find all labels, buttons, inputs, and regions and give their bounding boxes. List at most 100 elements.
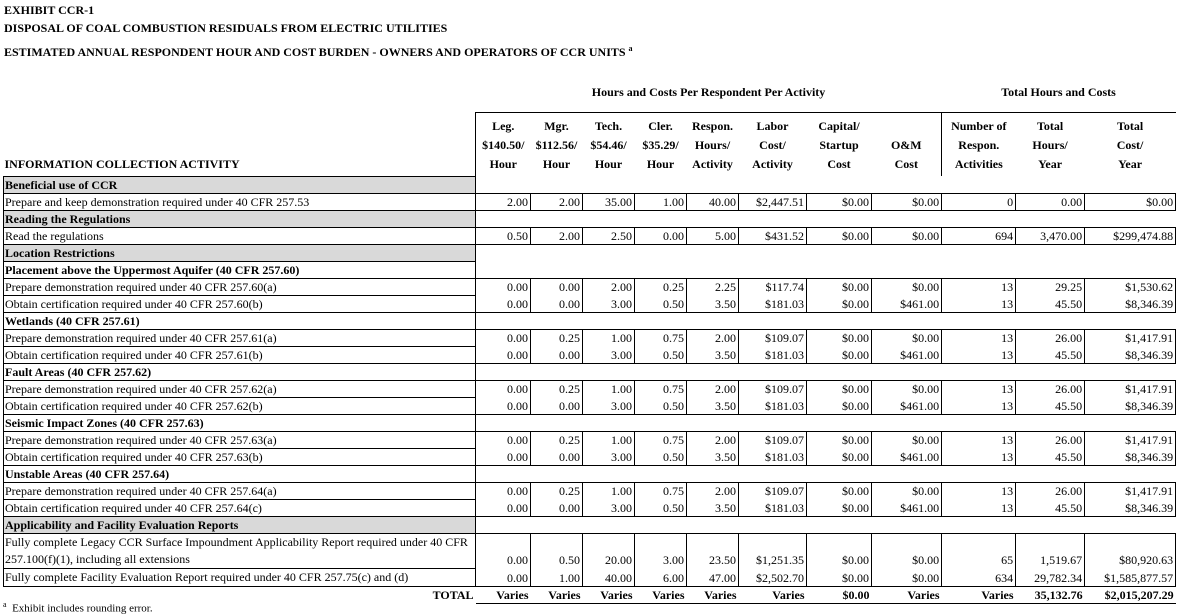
value-cell: 26.00 xyxy=(1015,379,1086,397)
empty-cell xyxy=(476,244,531,261)
empty-cell xyxy=(942,261,1016,278)
value-cell: 2.00 xyxy=(686,481,739,499)
empty-cell xyxy=(807,176,872,193)
group-header: Total Hours and Costs xyxy=(1001,84,1116,99)
empty-cell xyxy=(739,465,807,482)
empty-cell xyxy=(531,363,583,380)
value-cell: 40.00 xyxy=(686,192,739,211)
value-cell: $109.07 xyxy=(738,328,807,346)
value-cell: $109.07 xyxy=(738,379,807,397)
value-cell: 3.00 xyxy=(582,448,635,466)
value-cell: $8,346.39 xyxy=(1084,397,1177,415)
value-cell: $181.03 xyxy=(738,346,807,364)
empty-cell xyxy=(687,465,739,482)
column-header-line: $35.29/ xyxy=(642,138,679,152)
section-title: Location Restrictions xyxy=(3,243,476,262)
value-cell: $0.00 xyxy=(806,448,872,466)
empty-cell xyxy=(687,210,739,227)
column-header-line: Hours/ xyxy=(694,138,731,152)
total-value: Varies xyxy=(530,586,583,604)
value-cell: 3.00 xyxy=(582,295,635,313)
empty-cell xyxy=(807,312,872,329)
subsection-row: Unstable Areas (40 CFR 257.64) xyxy=(3,464,1176,483)
value-cell: $80,920.63 xyxy=(1084,532,1177,568)
value-cell: $8,346.39 xyxy=(1084,295,1177,313)
empty-cell xyxy=(583,176,635,193)
value-cell: 0.00 xyxy=(475,568,531,587)
empty-cell xyxy=(687,312,739,329)
empty-cell xyxy=(476,414,531,431)
empty-cell xyxy=(1016,414,1085,431)
value-cell: $0.00 xyxy=(870,379,943,397)
column-header-line: Hour xyxy=(594,157,623,171)
activity-label: Prepare and keep demonstration required … xyxy=(3,192,476,211)
value-cell: 13 xyxy=(941,481,1017,499)
spacer xyxy=(4,72,476,113)
value-cell: 2.25 xyxy=(686,277,739,295)
empty-cell xyxy=(872,363,942,380)
value-cell: 3.50 xyxy=(686,397,739,415)
empty-cell xyxy=(1016,363,1085,380)
empty-cell xyxy=(531,176,583,193)
empty-cell xyxy=(635,312,687,329)
empty-cell xyxy=(583,414,635,431)
activity-label: Obtain certification required under 40 C… xyxy=(3,396,476,415)
value-cell: $0.00 xyxy=(870,532,943,568)
empty-cell xyxy=(872,516,942,533)
empty-cell xyxy=(476,210,531,227)
empty-cell xyxy=(531,210,583,227)
subsection-row: Wetlands (40 CFR 257.61) xyxy=(3,311,1176,330)
value-cell: 0.25 xyxy=(530,379,583,397)
empty-cell xyxy=(635,465,687,482)
empty-cell xyxy=(739,363,807,380)
value-cell: $0.00 xyxy=(806,397,872,415)
empty-cell xyxy=(807,516,872,533)
subsection-title: Placement above the Uppermost Aquifer (4… xyxy=(3,260,476,279)
value-cell: 29,782.34 xyxy=(1015,568,1086,587)
value-cell: 13 xyxy=(941,430,1017,448)
activity-label: Prepare demonstration required under 40 … xyxy=(3,328,476,347)
value-cell: 0.25 xyxy=(530,481,583,499)
value-cell: $181.03 xyxy=(738,295,807,313)
activity-header: INFORMATION COLLECTION ACTIVITY xyxy=(4,156,240,171)
activity-label: Obtain certification required under 40 C… xyxy=(3,294,476,313)
value-cell: 1.00 xyxy=(582,379,635,397)
value-cell: $1,417.91 xyxy=(1084,379,1177,397)
value-cell: $0.00 xyxy=(870,430,943,448)
empty-cell xyxy=(942,516,1016,533)
column-header-line: O&M xyxy=(890,138,922,152)
value-cell: 0.00 xyxy=(1015,192,1086,211)
value-cell: $0.00 xyxy=(806,499,872,517)
empty-cell xyxy=(872,312,942,329)
data-row: Obtain certification required under 40 C… xyxy=(3,294,1177,313)
empty-cell xyxy=(476,516,531,533)
empty-cell xyxy=(739,210,807,227)
column-header-line: Capital/ xyxy=(818,119,860,133)
value-cell: 26.00 xyxy=(1015,328,1086,346)
column-header-line: Cost xyxy=(894,157,918,171)
value-cell: 29.25 xyxy=(1015,277,1086,295)
empty-cell xyxy=(687,244,739,261)
data-row: Read the regulations 0.50 2.00 2.50 0.00 5.00… xyxy=(3,226,1177,245)
value-cell: $181.03 xyxy=(738,397,807,415)
value-cell: 0.75 xyxy=(634,430,687,448)
value-cell: $0.00 xyxy=(806,277,872,295)
total-value: $0.00 xyxy=(806,586,872,604)
value-cell: 26.00 xyxy=(1015,481,1086,499)
value-cell: $1,417.91 xyxy=(1084,481,1177,499)
value-cell: 13 xyxy=(941,448,1017,466)
value-cell: 0.50 xyxy=(634,448,687,466)
value-cell: 0.50 xyxy=(634,499,687,517)
value-cell: 13 xyxy=(941,397,1017,415)
value-cell: 26.00 xyxy=(1015,430,1086,448)
value-cell: $0.00 xyxy=(806,192,872,211)
value-cell: 0.00 xyxy=(475,379,531,397)
value-cell: 634 xyxy=(941,568,1017,587)
activity-label: Fully complete Facility Evaluation Repor… xyxy=(3,567,476,587)
value-cell: 2.50 xyxy=(582,226,635,245)
value-cell: 13 xyxy=(941,277,1017,295)
data-row: Obtain certification required under 40 C… xyxy=(3,447,1177,466)
value-cell: 45.50 xyxy=(1015,295,1086,313)
empty-cell xyxy=(739,244,807,261)
value-cell: 0.50 xyxy=(475,226,531,245)
